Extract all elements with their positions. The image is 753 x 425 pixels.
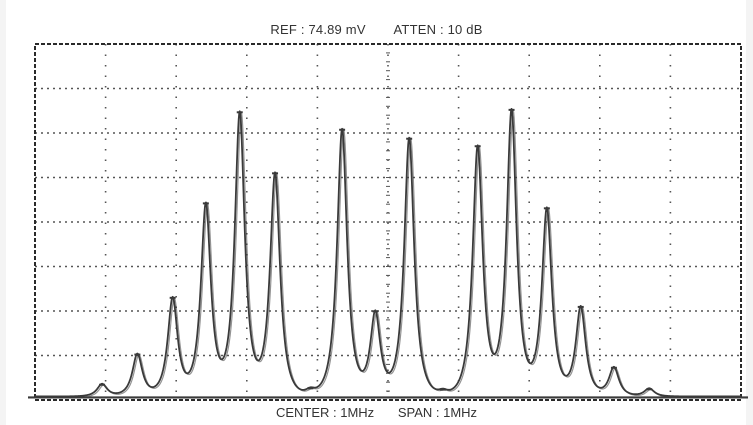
ref-level-label: REF : 74.89 mV	[270, 22, 366, 37]
footer-readout: CENTER : 1MHz SPAN : 1MHz	[0, 405, 753, 420]
spectrum-trace	[34, 107, 742, 398]
attenuation-label: ATTEN : 10 dB	[393, 22, 483, 37]
header-readout: REF : 74.89 mV ATTEN : 10 dB	[0, 22, 753, 37]
graticule	[35, 44, 741, 400]
paper-sheet	[6, 0, 746, 425]
peak-markers	[99, 108, 653, 391]
spectrum-trace-ghost	[36, 109, 743, 399]
center-frequency-label: CENTER : 1MHz	[275, 405, 375, 420]
plot-frame	[34, 43, 742, 401]
span-label: SPAN : 1MHz	[397, 405, 478, 420]
